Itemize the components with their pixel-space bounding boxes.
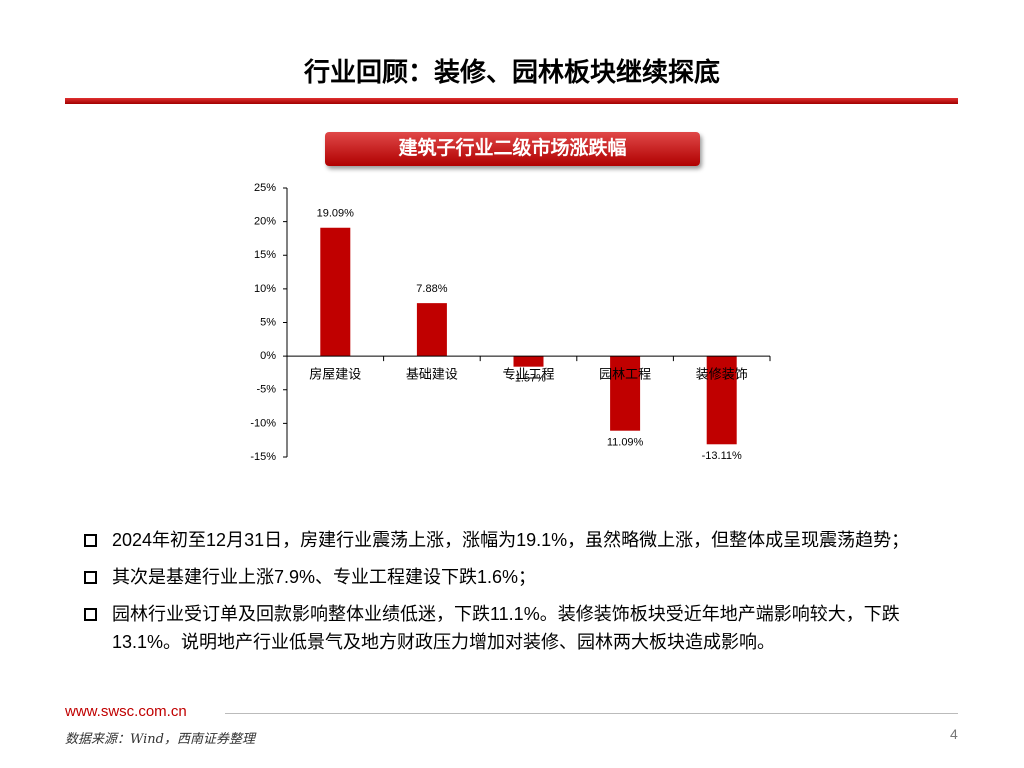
value-label: -1.57% — [511, 373, 546, 385]
y-tick-label: 15% — [254, 249, 276, 261]
bar — [610, 356, 641, 431]
bar — [416, 303, 447, 357]
source-note: 数据来源：Wind，西南证券整理 — [65, 732, 255, 747]
bullet-item: 园林行业受订单及回款影响整体业绩低迷，下跌11.1%。装修装饰板块受近年地产端影… — [80, 600, 960, 656]
x-tick-label: 专业工程 — [502, 367, 554, 382]
x-tick-label: 房屋建设 — [309, 367, 361, 382]
bullet-text: 其次是基建行业上涨7.9%、专业工程建设下跌1.6%； — [112, 567, 537, 587]
page-number: 4 — [950, 726, 958, 742]
slide-title: 行业回顾：装修、园林板块继续探底 — [303, 57, 720, 87]
y-tick-label: 20% — [254, 216, 276, 228]
footer-rule — [225, 713, 958, 714]
value-label: 11.09% — [607, 437, 644, 449]
bullet-marker — [84, 534, 97, 547]
value-label: 7.88% — [416, 283, 447, 295]
website: www.swsc.com.cn — [65, 703, 187, 720]
x-tick-label: 基础建设 — [406, 367, 458, 382]
y-tick-label: -10% — [250, 417, 276, 429]
y-tick-label: -5% — [256, 384, 276, 396]
x-tick-label: 园林工程 — [599, 367, 651, 382]
bullet-marker — [84, 571, 97, 584]
y-tick-label: 5% — [260, 316, 276, 328]
bullet-marker — [84, 608, 97, 621]
chart-title: 建筑子行业二级市场涨跌幅 — [325, 132, 700, 166]
bar — [320, 227, 351, 357]
bullet-text: 园林行业受订单及回款影响整体业绩低迷，下跌11.1%。装修装饰板块受近年地产端影… — [112, 604, 900, 652]
y-tick-label: 10% — [254, 283, 276, 295]
bullet-text: 2024年初至12月31日，房建行业震荡上涨，涨幅为19.1%，虽然略微上涨，但… — [112, 530, 910, 550]
y-tick-label: 25% — [254, 182, 276, 194]
bar — [706, 356, 737, 445]
value-label: 19.09% — [317, 208, 355, 220]
chart: 25% 20% 15% 10% 5% 0% -5% -10% -15% 19.09% 房屋建设 7.8… — [250, 182, 771, 463]
bullet-item: 2024年初至12月31日，房建行业震荡上涨，涨幅为19.1%，虽然略微上涨，但… — [80, 526, 960, 554]
bullet-item: 其次是基建行业上涨7.9%、专业工程建设下跌1.6%； — [80, 563, 960, 591]
title-rule — [65, 98, 958, 104]
y-tick-label: 0% — [260, 350, 276, 362]
bar — [513, 356, 544, 367]
value-label: -13.11% — [702, 450, 742, 462]
bullet-list: 2024年初至12月31日，房建行业震荡上涨，涨幅为19.1%，虽然略微上涨，但… — [80, 526, 960, 665]
x-tick-label: 装修装饰 — [696, 367, 748, 382]
y-tick-label: -15% — [250, 451, 276, 463]
